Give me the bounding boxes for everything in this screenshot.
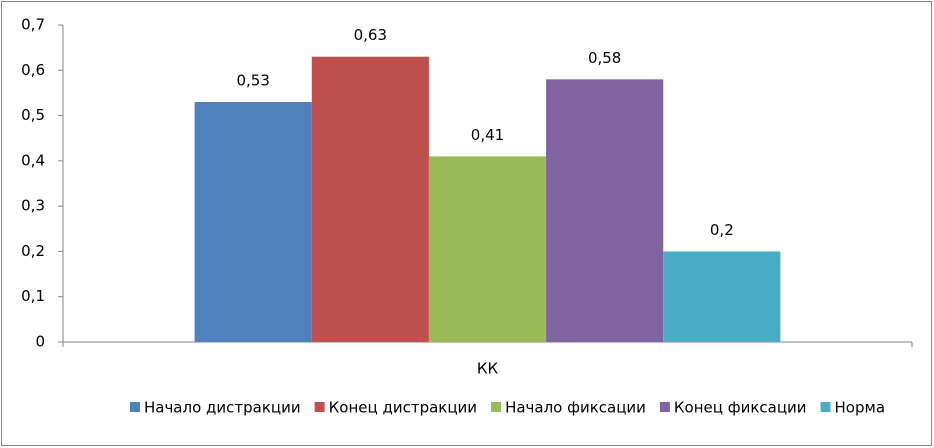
- y-tick-label: 0,5: [21, 106, 45, 124]
- data-label: 0,53: [236, 71, 269, 89]
- data-label: 0,63: [354, 26, 387, 44]
- bar: [194, 101, 312, 342]
- y-tick-label: 0,3: [21, 197, 45, 215]
- legend-swatch: [129, 402, 140, 412]
- x-tick-label: КК: [477, 360, 499, 378]
- bar: [311, 56, 429, 342]
- bar: [663, 251, 781, 342]
- data-label: 0,58: [588, 49, 621, 67]
- legend-swatch: [659, 402, 670, 412]
- y-tick-label: 0,7: [21, 16, 45, 34]
- bar: [546, 79, 664, 342]
- y-tick-label: 0,1: [21, 287, 45, 305]
- y-tick-label: 0,4: [21, 151, 45, 169]
- bar: [428, 156, 547, 342]
- legend-label: Конец дистракции: [329, 399, 477, 417]
- data-label: 0,41: [471, 126, 504, 144]
- legend-label: Начало дистракции: [144, 399, 301, 417]
- y-tick-label: 0,6: [21, 61, 45, 79]
- legend-swatch: [314, 402, 325, 412]
- legend-label: Норма: [835, 399, 886, 417]
- y-tick-label: 0,2: [21, 242, 45, 260]
- legend-swatch: [820, 402, 831, 412]
- data-label: 0,2: [710, 221, 734, 239]
- legend-label: Конец фиксации: [674, 399, 807, 417]
- legend-swatch: [491, 402, 502, 412]
- legend-label: Начало фиксации: [505, 399, 646, 417]
- y-tick-label: 0: [35, 333, 45, 351]
